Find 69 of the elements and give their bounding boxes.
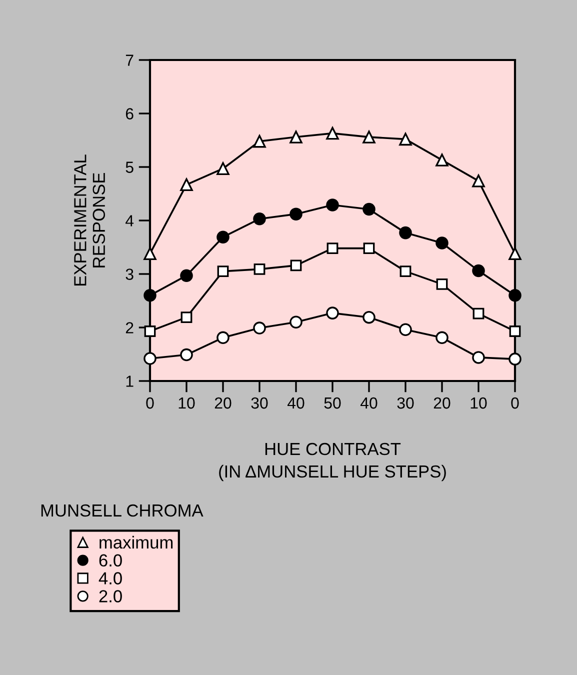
point <box>436 331 448 344</box>
point <box>436 278 448 290</box>
point <box>290 208 302 220</box>
point <box>399 323 412 336</box>
point <box>436 236 448 250</box>
x-tick-label: 30 <box>251 397 268 409</box>
point <box>472 308 484 320</box>
x-tick-label: 40 <box>287 397 304 409</box>
x-tick-label: 0 <box>146 397 154 409</box>
point <box>290 316 302 329</box>
point <box>290 130 302 144</box>
point <box>326 306 339 320</box>
point <box>508 289 522 302</box>
point <box>180 312 192 324</box>
legend-label: maximum <box>100 536 173 549</box>
y-tick-label: 5 <box>126 162 134 173</box>
point <box>144 326 156 337</box>
point <box>253 134 266 148</box>
point <box>399 132 412 146</box>
point <box>180 348 193 362</box>
x-tick-label: 10 <box>178 397 195 409</box>
y-axis-title: EXPERIMENTAL RESPONSE <box>74 154 106 286</box>
point <box>472 351 485 364</box>
point <box>253 212 266 226</box>
point <box>180 269 193 282</box>
x-tick-label: 30 <box>397 397 414 409</box>
y-tick-label: 6 <box>126 108 134 120</box>
point <box>363 242 375 254</box>
point <box>290 260 302 272</box>
x-axis-title: HUE CONTRAST (IN ΔMUNSELL HUE STEPS) <box>219 442 446 482</box>
point <box>253 322 266 334</box>
point <box>399 226 412 240</box>
point <box>326 198 339 212</box>
y-tick-label: 3 <box>126 268 134 280</box>
point <box>180 178 193 192</box>
point <box>326 242 338 254</box>
point <box>509 326 521 337</box>
x-tick-label: 20 <box>434 397 450 409</box>
point <box>144 352 156 365</box>
point <box>326 126 339 140</box>
x-tick-label: 0 <box>511 397 519 409</box>
x-tick-label: 20 <box>214 397 232 409</box>
point <box>144 247 156 260</box>
point <box>508 352 522 366</box>
point <box>362 202 376 216</box>
point <box>508 247 522 260</box>
y-tick-label: 4 <box>126 215 134 226</box>
point <box>472 264 485 278</box>
point <box>216 230 230 244</box>
point <box>436 154 448 166</box>
legend-title: MUNSELL CHROMA <box>41 504 204 517</box>
point <box>362 130 376 144</box>
x-tick-label: 10 <box>470 397 487 409</box>
point <box>362 310 376 324</box>
y-tick-label: 2 <box>126 322 134 334</box>
point <box>254 263 266 275</box>
point <box>400 266 412 278</box>
point <box>217 266 229 278</box>
legend-label: 4.0 <box>98 572 122 584</box>
point <box>216 162 230 175</box>
x-tick-label: 50 <box>324 397 341 409</box>
point <box>216 331 230 344</box>
y-tick-label: 1 <box>126 376 134 387</box>
point <box>472 174 485 188</box>
point <box>144 289 156 302</box>
legend-label: 6.0 <box>99 554 122 567</box>
y-tick-label: 7 <box>126 54 134 66</box>
legend-label: 2.0 <box>99 590 122 602</box>
x-tick-label: 40 <box>360 397 378 409</box>
